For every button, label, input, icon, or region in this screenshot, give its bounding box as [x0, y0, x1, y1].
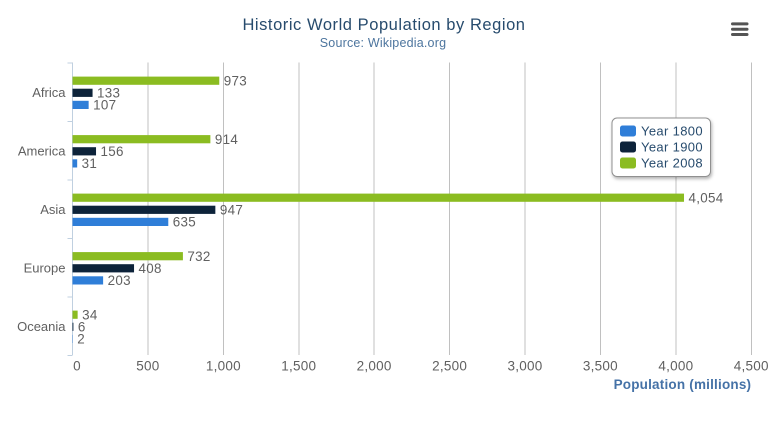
svg-text:3,000: 3,000: [507, 359, 542, 374]
svg-text:Year 2008: Year 2008: [641, 156, 703, 171]
svg-text:203: 203: [108, 273, 131, 288]
svg-text:1,500: 1,500: [281, 359, 316, 374]
svg-text:Asia: Asia: [40, 202, 66, 217]
svg-text:947: 947: [220, 203, 243, 218]
svg-text:0: 0: [73, 359, 81, 374]
svg-text:3,500: 3,500: [583, 359, 618, 374]
svg-text:4,000: 4,000: [658, 359, 693, 374]
svg-text:107: 107: [93, 98, 116, 113]
svg-text:2,500: 2,500: [432, 359, 467, 374]
svg-text:973: 973: [224, 74, 247, 89]
svg-text:Africa: Africa: [32, 85, 66, 100]
svg-text:America: America: [18, 143, 66, 158]
svg-text:Historic World Population by R: Historic World Population by Region: [242, 16, 525, 34]
svg-text:408: 408: [139, 261, 162, 276]
svg-text:500: 500: [136, 359, 159, 374]
svg-text:Oceania: Oceania: [17, 319, 66, 334]
svg-text:Europe: Europe: [24, 260, 66, 275]
svg-text:914: 914: [215, 132, 238, 147]
svg-text:1,000: 1,000: [206, 359, 241, 374]
svg-text:156: 156: [101, 144, 124, 159]
svg-text:2: 2: [77, 332, 85, 347]
svg-text:31: 31: [82, 156, 98, 171]
svg-text:4,500: 4,500: [734, 359, 769, 374]
svg-text:4,054: 4,054: [689, 191, 724, 206]
svg-text:Year 1900: Year 1900: [641, 140, 703, 155]
svg-text:732: 732: [187, 249, 210, 264]
svg-text:Population (millions): Population (millions): [614, 377, 752, 392]
svg-text:Year 1800: Year 1800: [641, 124, 703, 139]
svg-text:Source: Wikipedia.org: Source: Wikipedia.org: [320, 36, 446, 50]
svg-text:635: 635: [173, 215, 196, 230]
svg-text:2,000: 2,000: [357, 359, 392, 374]
